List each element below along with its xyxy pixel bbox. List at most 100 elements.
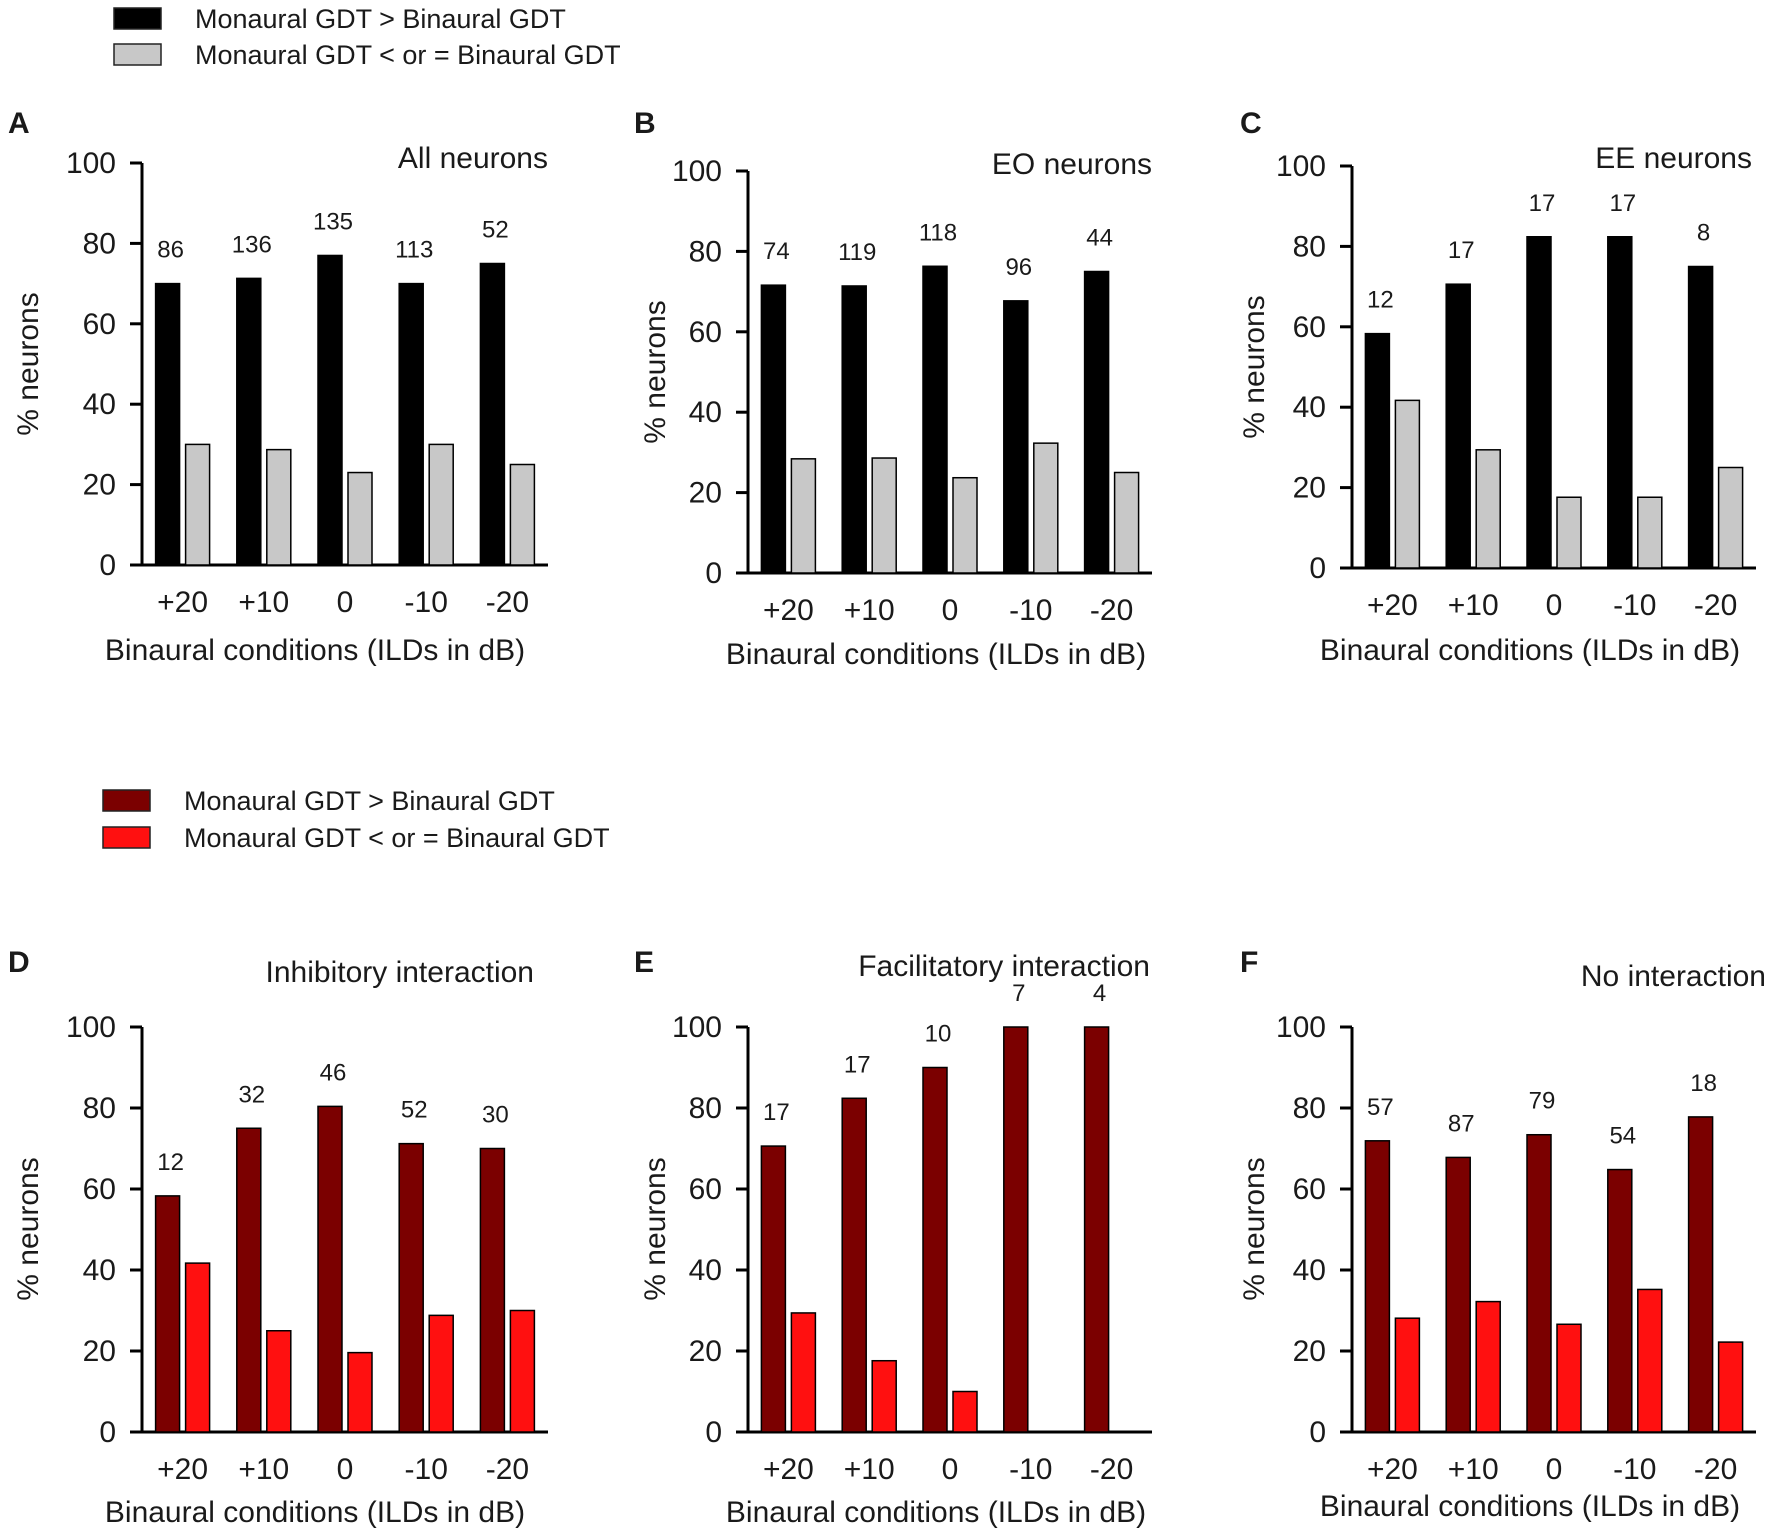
- bar-less-or-equal: [184, 443, 211, 566]
- y-tick-label: 20: [689, 477, 722, 510]
- x-tick-label: -20: [1090, 594, 1133, 627]
- x-tick-label: +20: [1367, 589, 1418, 622]
- bar-greater: [479, 262, 506, 566]
- y-tick-label: 40: [1293, 391, 1326, 424]
- bar-greater: [1083, 1026, 1110, 1433]
- bar-less-or-equal: [347, 1351, 373, 1433]
- y-tick-label: 60: [83, 1173, 116, 1206]
- bar-greater: [1526, 236, 1552, 569]
- y-tick-label: 0: [705, 557, 722, 590]
- bar-less-or-equal: [509, 463, 536, 566]
- chart-title: No interaction: [1581, 960, 1766, 993]
- x-tick-label: +20: [157, 586, 208, 619]
- legend-bottom: Monaural GDT > Binaural GDT Monaural GDT…: [102, 786, 610, 853]
- y-tick-label: 20: [689, 1335, 722, 1368]
- x-tick-label: +10: [844, 1453, 895, 1486]
- n-label: 17: [1609, 190, 1636, 217]
- y-axis-label: % neurons: [12, 1157, 45, 1300]
- y-tick-label: 0: [1309, 552, 1326, 585]
- bar-greater: [1364, 1140, 1391, 1433]
- bar-greater: [1003, 1026, 1029, 1433]
- bar-greater: [236, 1127, 262, 1433]
- n-label: 17: [1529, 190, 1556, 217]
- x-axis-label: Binaural conditions (ILDs in dB): [105, 1496, 525, 1529]
- legend-bottom-swatch-1: [102, 826, 151, 849]
- bar-greater: [841, 285, 867, 574]
- y-tick-label: 40: [1293, 1254, 1326, 1287]
- bar-less-or-equal: [1717, 1341, 1744, 1433]
- legend-top-label-1: Monaural GDT < or = Binaural GDT: [195, 40, 621, 70]
- x-tick-label: +20: [763, 1453, 814, 1486]
- n-label: 119: [838, 239, 876, 266]
- y-tick-label: 40: [689, 396, 722, 429]
- y-axis-label: % neurons: [1238, 295, 1271, 438]
- x-tick-label: -10: [1009, 594, 1052, 627]
- x-tick-label: -20: [486, 1453, 529, 1486]
- bar-less-or-equal: [1637, 1288, 1663, 1433]
- y-axis-label: % neurons: [639, 1157, 672, 1300]
- bar-greater: [479, 1147, 506, 1433]
- x-axis-label: Binaural conditions (ILDs in dB): [726, 638, 1146, 671]
- y-tick-label: 0: [99, 549, 116, 582]
- chart-ee-neurons: 0 20 40 60 80 100 12 +20 17 +10 17 0 17 -10 8 -20 EE neu…: [1238, 142, 1756, 667]
- bar-less-or-equal: [1394, 1317, 1421, 1433]
- n-label: 79: [1529, 1088, 1556, 1115]
- bar-less-or-equal: [266, 448, 292, 566]
- chart-all-neurons: 0 20 40 60 80 100 86 +20 136 +10 135 0 113 -10 52 -20 Al…: [12, 142, 548, 667]
- y-tick-label: 100: [672, 1011, 722, 1044]
- legend-top: Monaural GDT > Binaural GDT Monaural GDT…: [113, 4, 621, 70]
- panel-letter-c: C: [1240, 107, 1262, 140]
- bar-less-or-equal: [952, 476, 978, 574]
- chart-inhibitory-interaction: 0 20 40 60 80 100 12 +20 32 +10 46 0 52 -10 30 -20 Inhib…: [12, 956, 548, 1529]
- bar-greater: [1083, 270, 1110, 574]
- x-tick-label: 0: [1546, 1453, 1563, 1486]
- y-tick-label: 20: [1293, 1335, 1326, 1368]
- n-label: 86: [157, 237, 184, 264]
- bar-less-or-equal: [790, 1312, 817, 1433]
- x-tick-label: +10: [238, 586, 289, 619]
- y-tick-label: 60: [689, 1173, 722, 1206]
- x-axis-label: Binaural conditions (ILDs in dB): [105, 634, 525, 667]
- y-axis-label: % neurons: [639, 300, 672, 443]
- bar-less-or-equal: [1475, 1300, 1501, 1433]
- x-tick-label: 0: [1546, 589, 1563, 622]
- x-tick-label: +20: [1367, 1453, 1418, 1486]
- n-label: 113: [395, 237, 433, 264]
- x-tick-label: +20: [157, 1453, 208, 1486]
- n-label: 30: [482, 1102, 509, 1129]
- y-tick-label: 60: [689, 316, 722, 349]
- chart-title: Inhibitory interaction: [266, 956, 534, 989]
- x-tick-label: -10: [1613, 1453, 1656, 1486]
- y-tick-label: 20: [83, 1335, 116, 1368]
- bar-greater: [398, 1142, 424, 1433]
- n-label: 54: [1609, 1123, 1636, 1150]
- y-tick-label: 60: [1293, 1173, 1326, 1206]
- bar-greater: [317, 254, 343, 566]
- n-label: 74: [763, 238, 790, 265]
- n-label: 17: [1448, 237, 1475, 264]
- y-tick-label: 20: [83, 469, 116, 502]
- n-label: 57: [1367, 1094, 1394, 1121]
- panel-letter-b: B: [634, 107, 656, 140]
- y-tick-label: 100: [1276, 1011, 1326, 1044]
- chart-title: EO neurons: [992, 148, 1152, 181]
- n-label: 118: [919, 219, 957, 246]
- n-label: 7: [1012, 980, 1025, 1007]
- x-tick-label: +10: [238, 1453, 289, 1486]
- bar-greater: [922, 1066, 948, 1433]
- y-tick-label: 100: [66, 1011, 116, 1044]
- n-label: 12: [157, 1149, 184, 1176]
- bar-less-or-equal: [1637, 496, 1663, 569]
- y-tick-label: 40: [689, 1254, 722, 1287]
- n-label: 135: [313, 208, 353, 235]
- x-tick-label: 0: [337, 1453, 354, 1486]
- bar-less-or-equal: [1556, 496, 1582, 569]
- bar-less-or-equal: [428, 1314, 454, 1433]
- n-label: 17: [844, 1051, 871, 1078]
- panel-letter-f: F: [1240, 946, 1258, 979]
- bar-greater: [1607, 236, 1633, 569]
- y-tick-label: 80: [689, 235, 722, 268]
- y-tick-label: 20: [1293, 472, 1326, 505]
- n-label: 12: [1367, 287, 1394, 314]
